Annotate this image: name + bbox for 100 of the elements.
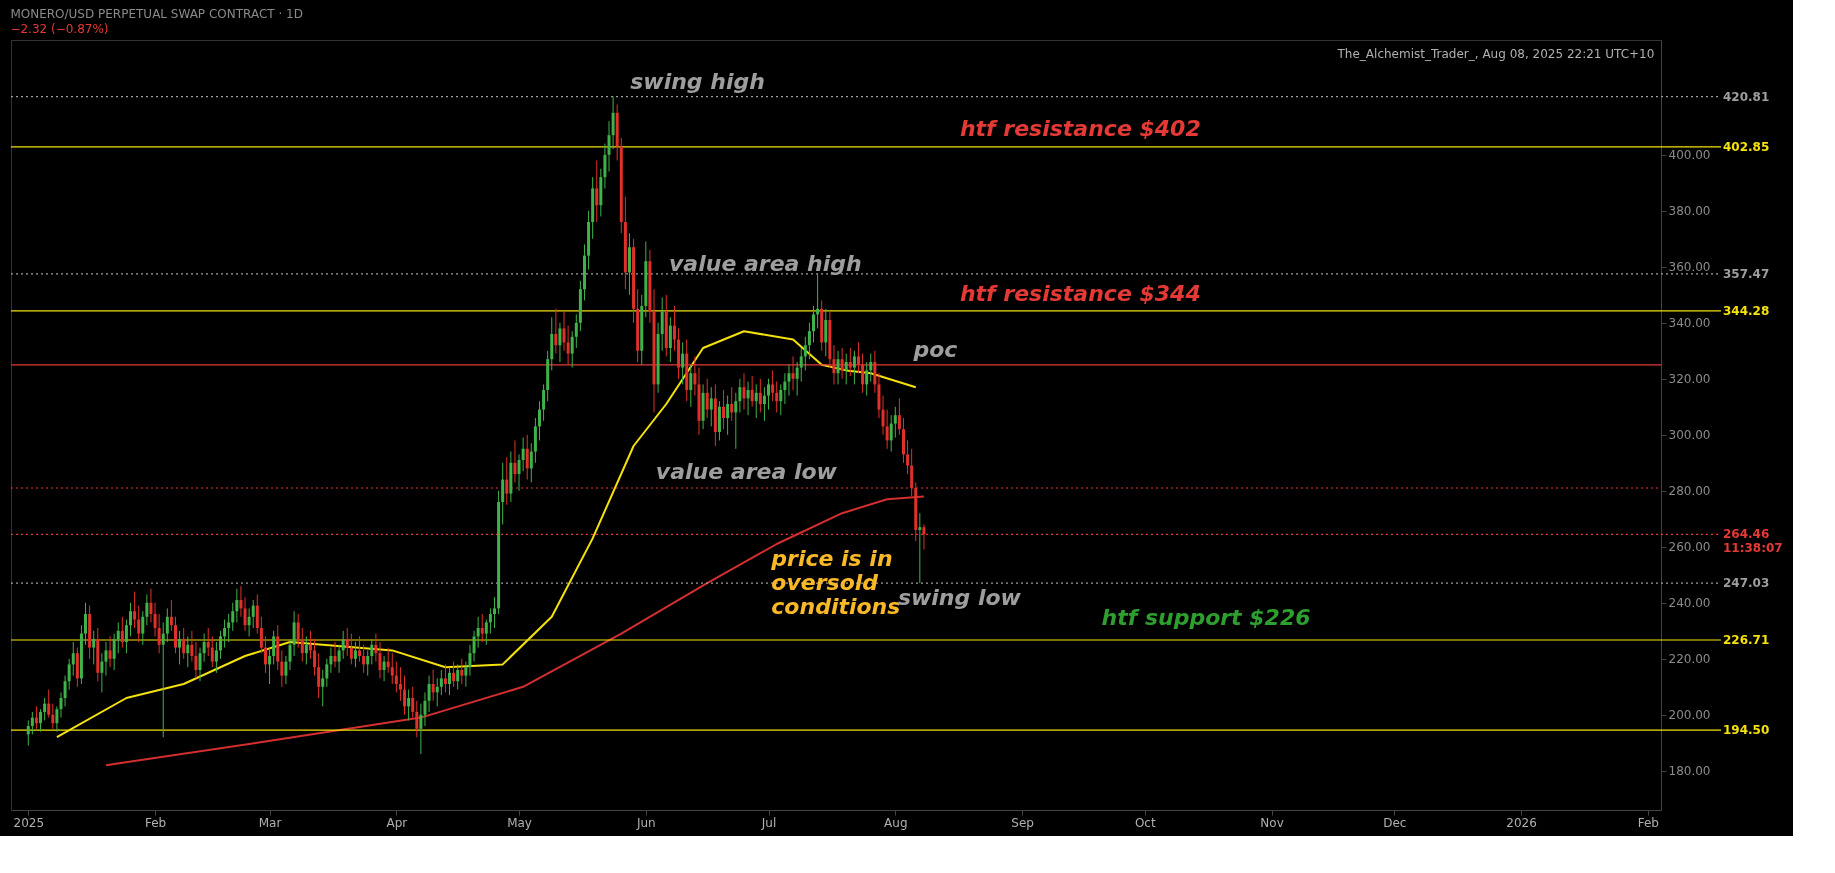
- candlestick: [783, 372, 787, 405]
- candlestick: [210, 635, 214, 668]
- candlestick: [129, 602, 133, 637]
- candlestick: [243, 596, 247, 632]
- candlestick: [251, 599, 255, 629]
- candlestick: [824, 308, 828, 357]
- ref-line-label: 226.71: [1723, 633, 1770, 648]
- candlestick: [525, 434, 529, 481]
- candlestick: [169, 599, 173, 632]
- x-tick-label: Apr: [386, 815, 408, 830]
- candlestick: [415, 700, 419, 738]
- candlestick: [178, 630, 182, 665]
- candlestick: [239, 585, 243, 618]
- candlestick: [300, 627, 304, 663]
- candlestick: [558, 322, 562, 363]
- candlestick: [807, 322, 811, 360]
- candlestick: [476, 616, 480, 649]
- y-tick-label: 200.00: [1668, 708, 1711, 723]
- x-tick-label: Nov: [1260, 815, 1284, 830]
- candlestick: [480, 613, 484, 643]
- candlestick: [603, 143, 607, 189]
- candlestick: [394, 661, 398, 693]
- candlestick: [370, 638, 374, 665]
- candlestick: [771, 369, 775, 402]
- candlestick: [161, 621, 165, 738]
- candlestick: [885, 409, 889, 450]
- candlestick: [738, 378, 742, 413]
- candlestick: [337, 644, 341, 674]
- candlestick: [812, 305, 816, 343]
- candlestick: [112, 633, 116, 671]
- candlestick: [67, 658, 71, 691]
- annotation: value area low: [655, 459, 838, 485]
- chart-subtitle: −2.32 (−0.87%): [10, 22, 109, 36]
- x-tick-label: Jun: [635, 815, 656, 830]
- annotation: The_Alchemist_Trader_, Aug 08, 2025 22:21 UTC+10: [1336, 47, 1655, 62]
- candlestick: [382, 655, 386, 682]
- candlestick: [39, 708, 43, 733]
- candlestick: [26, 719, 30, 747]
- candlestick: [893, 406, 897, 439]
- x-tick-label: 2026: [1506, 815, 1537, 830]
- candlestick: [84, 602, 88, 646]
- y-tick-label: 280.00: [1668, 484, 1711, 499]
- candlestick: [174, 616, 177, 654]
- annotation: poc: [912, 337, 958, 363]
- annotation: htf resistance $344: [959, 280, 1201, 306]
- candlestick: [92, 630, 96, 665]
- candlestick: [321, 669, 325, 707]
- candlestick: [284, 655, 288, 685]
- candlestick: [775, 381, 779, 413]
- candlestick: [726, 395, 730, 436]
- candlestick: [803, 336, 807, 371]
- candlestick: [403, 675, 407, 716]
- candlestick: [493, 596, 496, 629]
- candlestick: [259, 616, 263, 654]
- candlestick: [280, 649, 284, 688]
- candlestick: [488, 607, 492, 635]
- candlestick: [206, 627, 210, 657]
- x-tick-label: Jul: [760, 815, 777, 830]
- x-tick-label: Feb: [1637, 815, 1659, 830]
- ref-line-label: 194.50: [1723, 723, 1770, 738]
- candlestick: [231, 602, 235, 632]
- candlestick: [398, 666, 402, 702]
- candlestick: [353, 641, 357, 668]
- ref-line-label: 402.85: [1723, 139, 1770, 154]
- candlestick: [734, 392, 738, 450]
- candlestick: [668, 316, 672, 363]
- candlestick: [263, 635, 267, 674]
- candlestick: [227, 613, 231, 643]
- candlestick: [47, 689, 51, 719]
- candlestick: [836, 350, 840, 385]
- candlestick: [897, 397, 901, 436]
- x-tick-label: Sep: [1011, 815, 1034, 830]
- candlestick: [218, 630, 222, 660]
- annotation: value area high: [669, 250, 862, 276]
- y-tick-label: 260.00: [1668, 540, 1711, 555]
- candlestick: [439, 669, 443, 696]
- candlestick: [513, 439, 517, 483]
- candlestick: [51, 703, 55, 730]
- candlestick: [268, 647, 272, 685]
- ref-line-label: 357.47: [1723, 266, 1770, 281]
- candlestick: [304, 635, 308, 665]
- y-tick-label: 380.00: [1668, 204, 1711, 219]
- candlestick: [754, 383, 758, 419]
- candlestick: [779, 383, 783, 416]
- candlestick: [63, 675, 67, 707]
- candlestick: [906, 439, 910, 475]
- candlestick: [100, 652, 104, 693]
- candlestick: [137, 605, 141, 643]
- candlestick: [149, 588, 153, 623]
- candlestick: [705, 378, 709, 419]
- candlestick: [865, 361, 869, 397]
- candlestick: [255, 593, 259, 635]
- candlestick: [889, 414, 893, 453]
- candlestick: [758, 378, 762, 413]
- candlestick: [325, 658, 329, 688]
- candlestick: [358, 635, 362, 663]
- x-tick-label: Mar: [258, 815, 282, 830]
- candlestick: [672, 305, 676, 352]
- candlestick: [681, 341, 685, 385]
- candlestick: [443, 663, 447, 693]
